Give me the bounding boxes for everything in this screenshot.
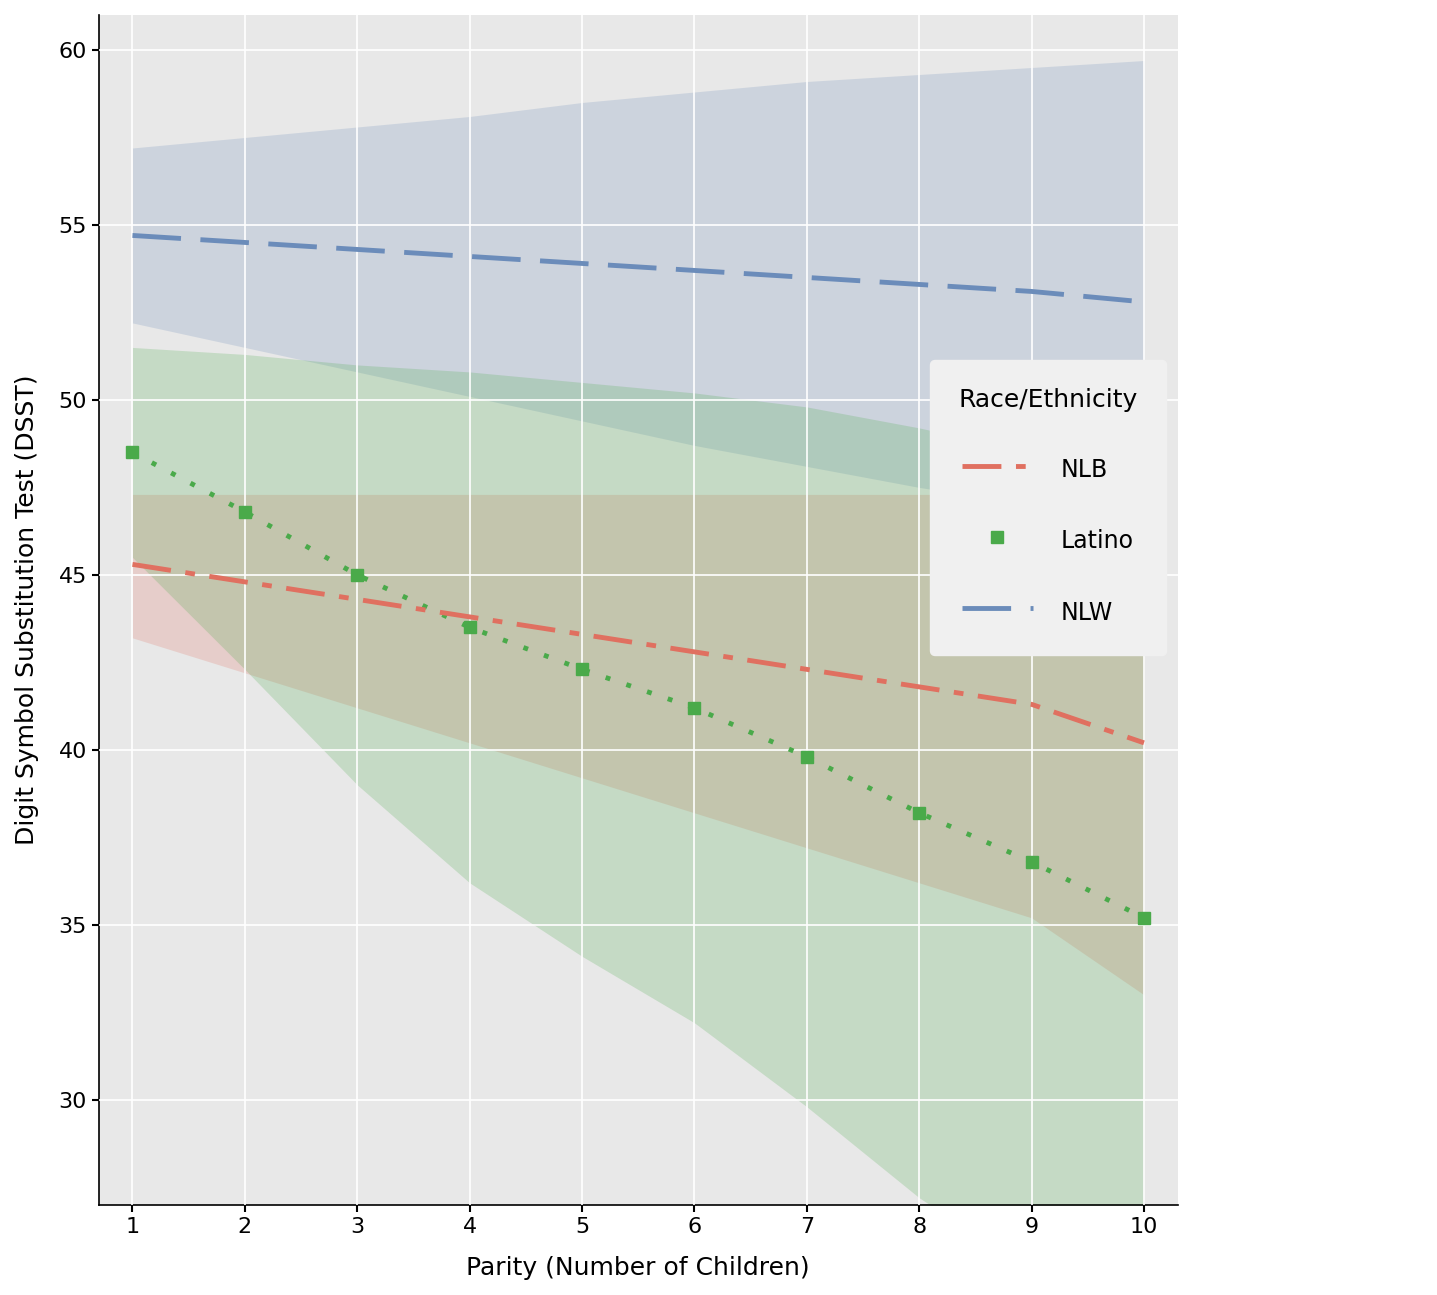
X-axis label: Parity (Number of Children): Parity (Number of Children) — [467, 1256, 810, 1279]
Y-axis label: Digit Symbol Substitution Test (DSST): Digit Symbol Substitution Test (DSST) — [14, 374, 39, 846]
Legend: NLB, Latino, NLW: NLB, Latino, NLW — [930, 360, 1165, 654]
